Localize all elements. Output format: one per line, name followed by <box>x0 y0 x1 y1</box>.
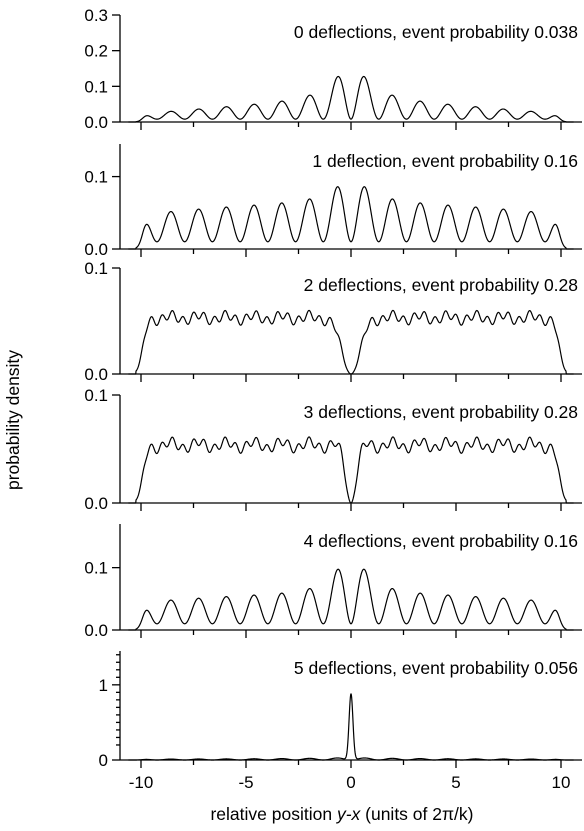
x-axis-label: relative position y-x (units of 2π/k) <box>210 804 473 824</box>
panel-5: 0 1 5 deflections, event probability 0.056 <box>99 651 582 770</box>
y-tick-label: 1 <box>99 676 108 695</box>
y-axis-label: probability density <box>3 350 23 490</box>
density-curve <box>128 436 574 504</box>
y-tick-label: 0 <box>99 751 108 770</box>
x-tick-label: -10 <box>129 773 154 792</box>
y-tick-label: 0.0 <box>84 113 108 132</box>
panel-3: 0.0 0.1 3 deflections, event probability 0… <box>84 386 582 513</box>
x-axis-label-units: (units of 2π/k) <box>360 804 473 824</box>
panel-title: 1 deflection, event probability 0.16 <box>312 151 578 171</box>
x-axis-label-prefix: relative position <box>210 804 336 824</box>
panel-0: 0.0 0.1 0.2 0.3 0 deflections, event probabi… <box>84 6 582 132</box>
panels: 0.00.10.20.30 deflections, event probabi… <box>84 6 582 792</box>
density-curve <box>128 309 574 375</box>
panel-4: 0.0 0.1 4 deflections, event probability 0… <box>84 524 582 640</box>
x-tick-label: -5 <box>238 773 253 792</box>
density-curve <box>128 75 574 123</box>
x-tick-label: 5 <box>451 773 460 792</box>
y-tick-label: 0.1 <box>84 559 108 578</box>
panel-1: 0.0 0.1 1 deflection, event probability 0.… <box>84 144 582 259</box>
y-tick-label: 0.0 <box>84 494 108 513</box>
panel-2: 0.0 0.1 2 deflections, event probability 0… <box>84 259 582 384</box>
density-curve <box>128 693 574 761</box>
panel-title: 4 deflections, event probability 0.16 <box>304 531 578 551</box>
y-tick-label: 0.0 <box>84 240 108 259</box>
panel-title: 3 deflections, event probability 0.28 <box>304 402 578 422</box>
x-axis-label-variable: y-x <box>336 804 362 824</box>
y-tick-label: 0.2 <box>84 42 108 61</box>
x-tick-label: 10 <box>552 773 571 792</box>
y-tick-label: 0.3 <box>84 6 108 25</box>
y-tick-label: 0.1 <box>84 168 108 187</box>
panel-title: 2 deflections, event probability 0.28 <box>304 275 578 295</box>
density-curve <box>128 186 574 250</box>
panel-title: 5 deflections, event probability 0.056 <box>294 658 578 678</box>
x-tick-label: 0 <box>346 773 355 792</box>
density-curve <box>128 568 574 631</box>
y-tick-label: 0.0 <box>84 365 108 384</box>
panel-title: 0 deflections, event probability 0.038 <box>294 22 578 42</box>
y-tick-label: 0.0 <box>84 621 108 640</box>
y-tick-label: 0.1 <box>84 259 108 278</box>
y-tick-label: 0.1 <box>84 386 108 405</box>
y-tick-label: 0.1 <box>84 77 108 96</box>
